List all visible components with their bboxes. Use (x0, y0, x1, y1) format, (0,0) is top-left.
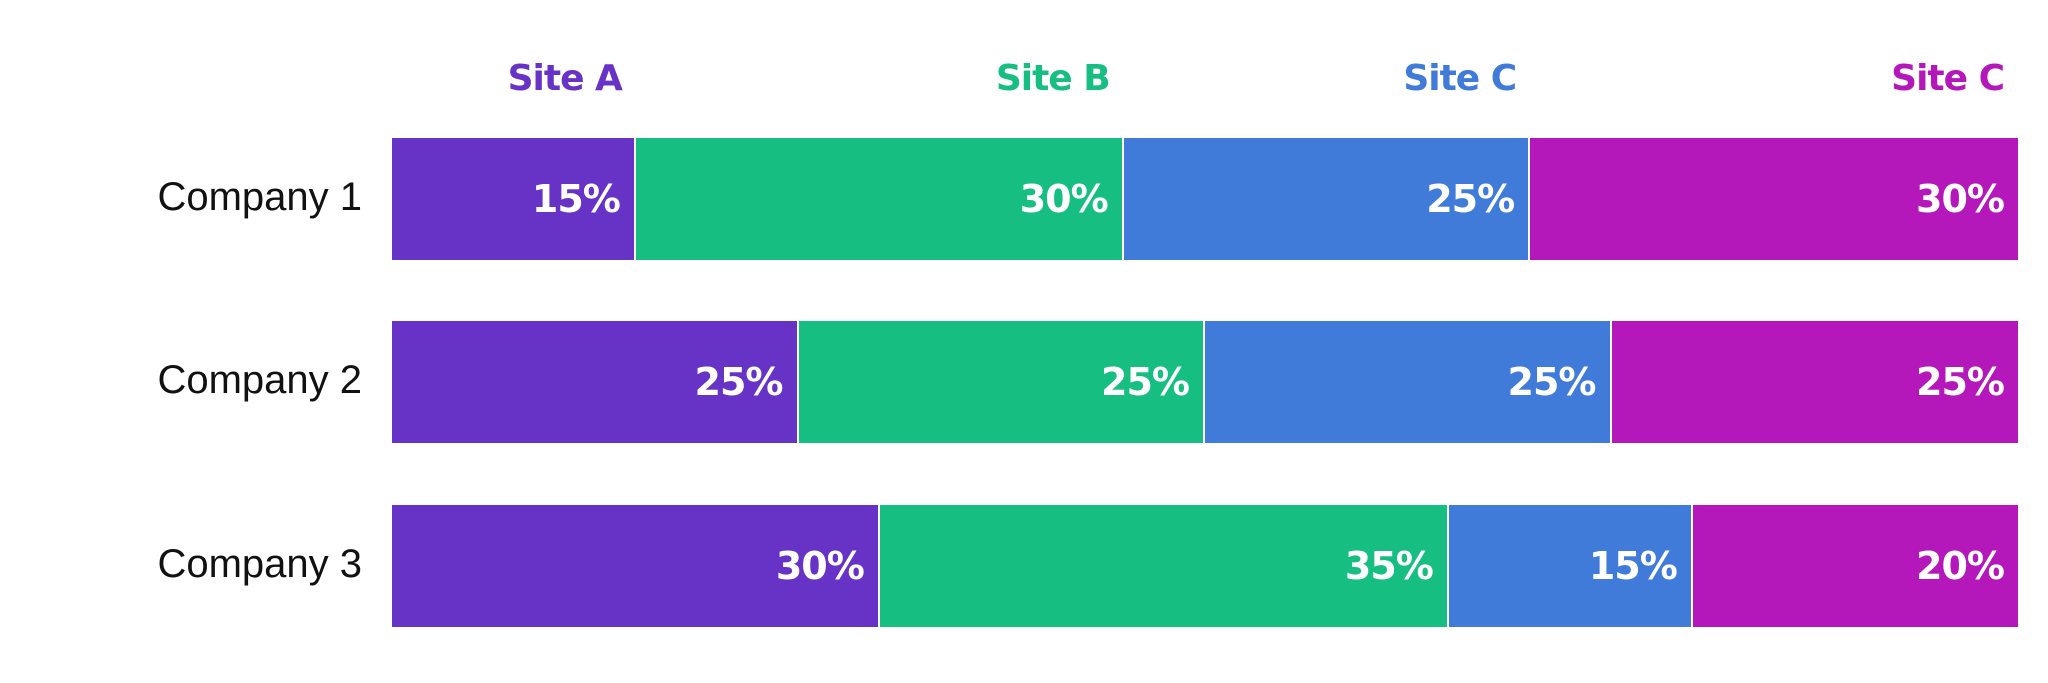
data-label: 25% (1507, 360, 1597, 404)
bar-segment: 30% (635, 138, 1124, 260)
bar-segment: 15% (1448, 505, 1693, 627)
bar-segment: 25% (1205, 321, 1612, 443)
data-label: 15% (531, 177, 621, 221)
legend-label-series-0: Site A (507, 58, 623, 99)
data-label: 35% (1344, 544, 1434, 588)
bar-segment: 25% (1611, 321, 2018, 443)
data-label: 30% (1916, 177, 2005, 221)
bar-segment: 35% (879, 505, 1449, 627)
data-label: 25% (1916, 360, 2005, 404)
bar-segment: 25% (798, 321, 1205, 443)
bar-segment: 20% (1692, 505, 2018, 627)
legend-label-series-3: Site C (1891, 58, 2005, 99)
category-label: Company 2 (157, 358, 362, 402)
bar-segment: 25% (1123, 138, 1531, 260)
data-label: 30% (775, 544, 865, 588)
category-label: Company 1 (157, 175, 362, 219)
legend-label-series-2: Site C (1403, 58, 1517, 99)
legend-label-series-1: Site B (995, 58, 1111, 99)
data-label: 25% (1101, 360, 1190, 404)
category-label: Company 3 (157, 542, 362, 586)
bar-segment: 15% (392, 138, 636, 260)
bar-segment: 25% (392, 321, 799, 443)
data-label: 20% (1916, 544, 2005, 588)
data-label: 15% (1588, 544, 1678, 588)
bar-segment: 30% (1530, 138, 2018, 260)
data-label: 25% (1426, 177, 1515, 221)
data-label: 25% (694, 360, 784, 404)
bar-segment: 30% (392, 505, 880, 627)
data-label: 30% (1019, 177, 1109, 221)
